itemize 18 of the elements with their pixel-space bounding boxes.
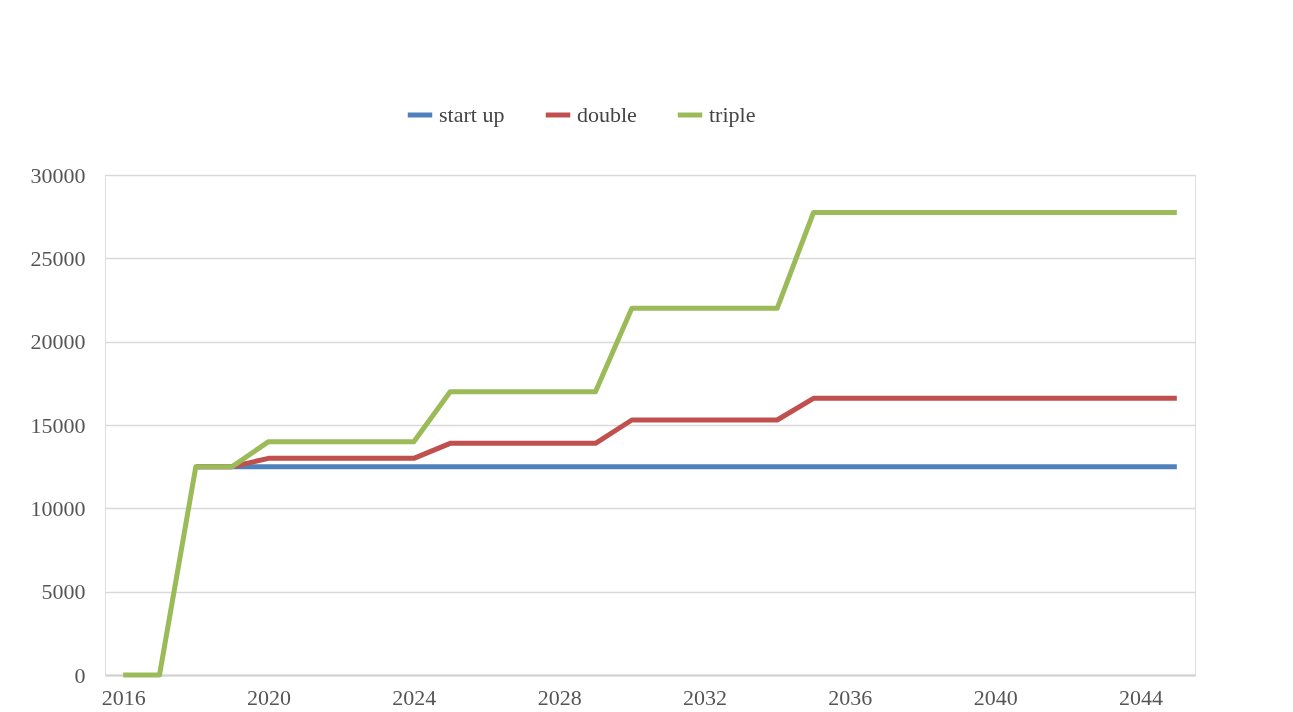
x-tick-label: 2044 (1119, 684, 1163, 710)
legend-label: start up (439, 102, 505, 127)
x-tick-label: 2016 (101, 684, 146, 710)
x-tick-label: 2032 (683, 684, 727, 710)
legend-label: double (577, 102, 637, 127)
x-tick-label: 2024 (392, 684, 437, 710)
x-tick-label: 2036 (828, 684, 873, 710)
x-tick-label: 2040 (973, 684, 1018, 710)
y-tick-label: 5000 (41, 579, 86, 605)
y-tick-label: 0 (74, 662, 86, 688)
y-tick-label: 20000 (30, 329, 86, 355)
x-tick-label: 2020 (247, 684, 291, 710)
x-tick-label: 2028 (537, 684, 582, 710)
y-tick-label: 15000 (30, 412, 86, 438)
y-tick-label: 25000 (30, 245, 86, 271)
legend-label: triple (709, 102, 756, 127)
y-tick-label: 10000 (30, 495, 86, 521)
y-tick-label: 30000 (30, 162, 86, 188)
